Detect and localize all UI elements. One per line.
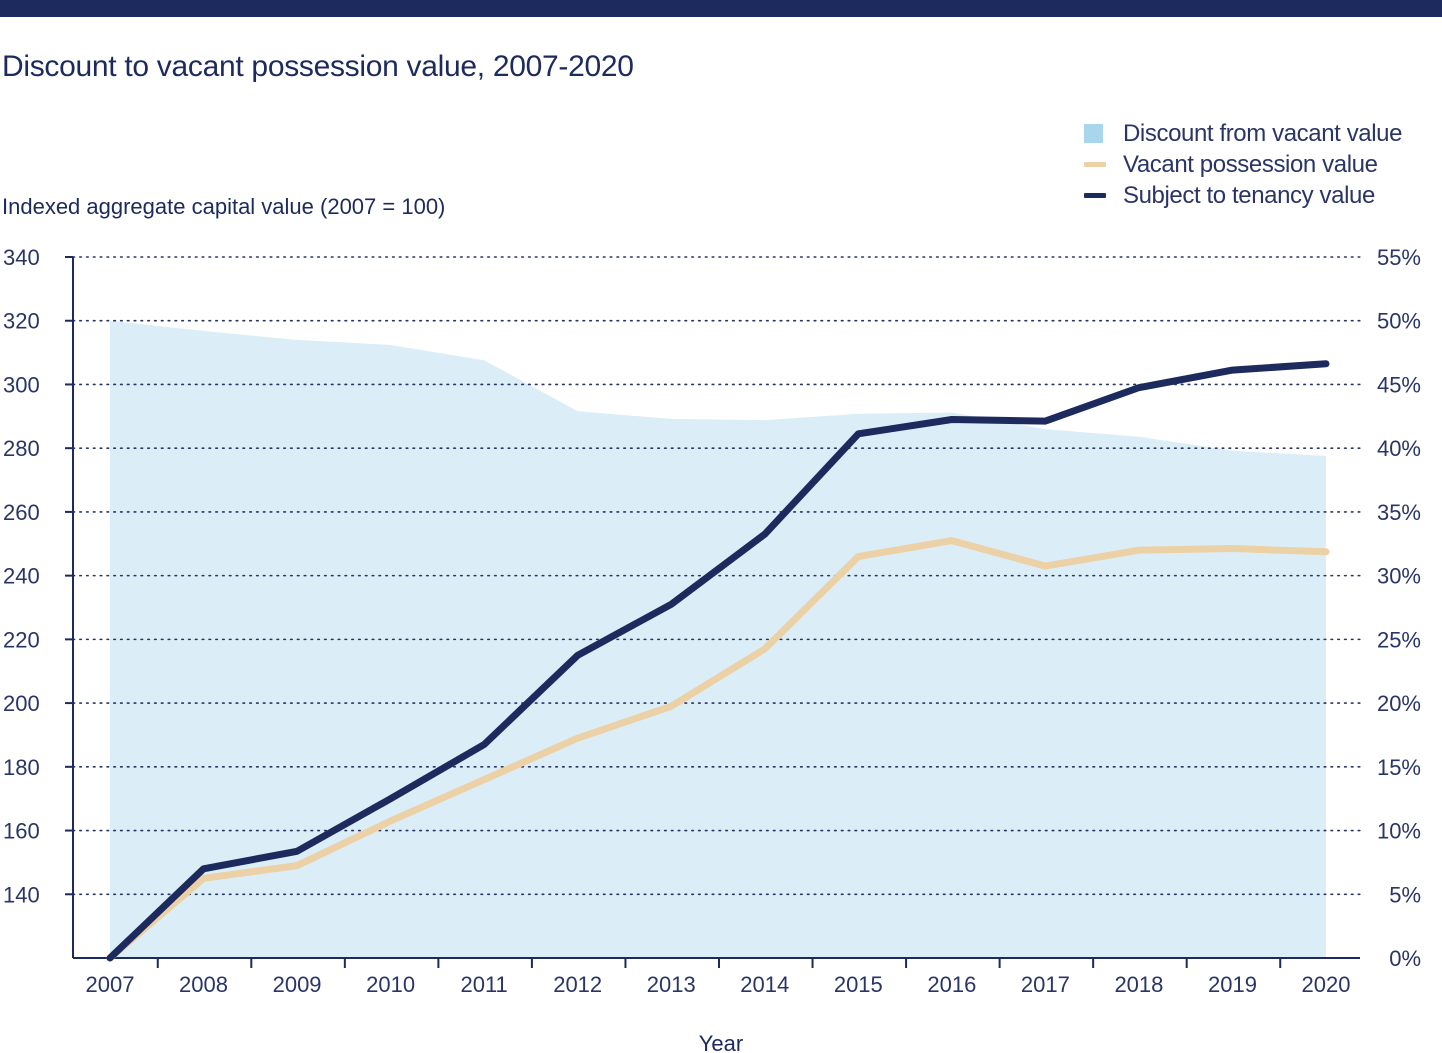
y-tick-label-300: 300	[3, 372, 40, 397]
tenancy-value-line	[106, 360, 1330, 962]
y-tick-label-160: 160	[3, 819, 40, 844]
legend-item-vacant: Vacant possession value	[1084, 149, 1402, 180]
y-tick-label-280: 280	[3, 436, 40, 461]
legend: Discount from vacant value Vacant posses…	[1084, 118, 1402, 211]
y2-tick-label-50pct: 50%	[1377, 309, 1421, 334]
top-accent-bar	[0, 0, 1442, 17]
x-tick-label-2011: 2011	[460, 972, 507, 997]
legend-swatch-vacant	[1084, 162, 1106, 167]
y2-tick-label-30pct: 30%	[1377, 564, 1421, 589]
y2-tick-label-0pct: 0%	[1389, 946, 1421, 971]
y-tick-label-320: 320	[3, 309, 40, 334]
x-tick-label-2007: 2007	[86, 972, 135, 997]
y-axis-label: Indexed aggregate capital value (2007 = …	[2, 194, 446, 219]
x-tick-label-2012: 2012	[553, 972, 602, 997]
y-tick-label-340: 340	[3, 245, 40, 270]
legend-label-vacant: Vacant possession value	[1123, 150, 1378, 178]
x-tick-label-2020: 2020	[1302, 972, 1351, 997]
x-tick-label-2015: 2015	[834, 972, 883, 997]
y2-tick-label-45pct: 45%	[1377, 372, 1421, 397]
legend-item-tenancy: Subject to tenancy value	[1084, 180, 1402, 211]
x-tick-label-2013: 2013	[647, 972, 696, 997]
y2-tick-label-15pct: 15%	[1377, 755, 1421, 780]
y-tick-label-140: 140	[3, 882, 40, 907]
y-tick-label-180: 180	[3, 755, 40, 780]
x-tick-label-2008: 2008	[179, 972, 228, 997]
y2-tick-label-5pct: 5%	[1389, 882, 1421, 907]
x-tick-label-2014: 2014	[740, 972, 789, 997]
x-tick-label-2010: 2010	[366, 972, 415, 997]
y2-tick-label-10pct: 10%	[1377, 819, 1421, 844]
y2-tick-label-20pct: 20%	[1377, 691, 1421, 716]
legend-label-discount: Discount from vacant value	[1123, 119, 1403, 147]
y-tick-label-260: 260	[3, 500, 40, 525]
x-axis-title: Year	[699, 1031, 743, 1053]
x-tick-label-2018: 2018	[1114, 972, 1163, 997]
y-tick-label-220: 220	[3, 627, 40, 652]
y-tick-label-240: 240	[3, 564, 40, 589]
y2-tick-label-40pct: 40%	[1377, 436, 1421, 461]
y2-tick-label-55pct: 55%	[1377, 245, 1421, 270]
vacant-possession-line	[106, 537, 1330, 962]
x-tick-label-2017: 2017	[1021, 972, 1070, 997]
x-tick-label-2009: 2009	[273, 972, 322, 997]
y2-tick-label-25pct: 25%	[1377, 627, 1421, 652]
y2-tick-label-35pct: 35%	[1377, 500, 1421, 525]
x-tick-label-2019: 2019	[1208, 972, 1257, 997]
legend-label-tenancy: Subject to tenancy value	[1123, 181, 1375, 209]
legend-swatch-discount	[1084, 124, 1103, 143]
legend-item-discount: Discount from vacant value	[1084, 118, 1402, 149]
legend-swatch-tenancy	[1084, 193, 1106, 198]
discount-area	[110, 320, 1326, 958]
chart-title: Discount to vacant possession value, 200…	[2, 50, 634, 83]
x-tick-label-2016: 2016	[927, 972, 976, 997]
y-tick-label-200: 200	[3, 691, 40, 716]
